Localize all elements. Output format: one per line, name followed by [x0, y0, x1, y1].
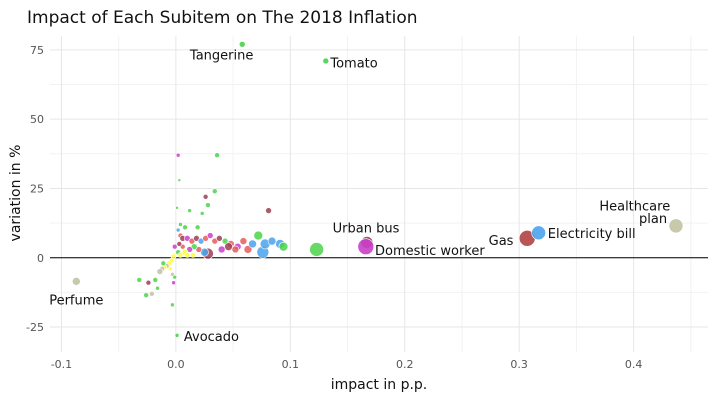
scatter-point — [184, 252, 191, 258]
scatter-point — [199, 211, 205, 216]
scatter-point — [278, 241, 289, 252]
scatter-point — [231, 245, 240, 254]
point-annotation: plan — [639, 212, 667, 227]
scatter-point — [170, 253, 177, 260]
labeled-points — [72, 41, 684, 338]
scatter-point — [156, 268, 164, 275]
point-annotation: Electricity bill — [548, 227, 636, 242]
labeled-scatter-point — [357, 238, 375, 255]
scatter-point — [187, 208, 192, 213]
scatter-point — [206, 232, 214, 239]
x-axis-ticks: -0.1 0.0 0.1 0.2 0.3 0.4 — [51, 358, 643, 371]
scatter-point — [194, 224, 201, 231]
data-points — [136, 152, 324, 308]
major-gridlines — [50, 36, 708, 352]
point-annotation: Tomato — [329, 57, 377, 72]
scatter-point — [143, 292, 149, 298]
y-tick-label: 0 — [37, 252, 44, 265]
x-tick-label: -0.1 — [51, 358, 72, 371]
scatter-point — [309, 242, 324, 257]
chart-title: Impact of Each Subitem on The 2018 Infla… — [27, 8, 418, 28]
x-tick-label: 0.1 — [282, 358, 300, 371]
point-annotation: Urban bus — [333, 222, 400, 237]
labeled-scatter-point — [238, 41, 246, 48]
y-axis-ticks: -25 0 25 50 75 — [26, 44, 44, 334]
x-axis-title: impact in p.p. — [331, 377, 428, 393]
scatter-point — [155, 285, 160, 291]
point-annotation: Gas — [489, 234, 514, 249]
scatter-point — [170, 302, 175, 308]
scatter-point — [248, 239, 257, 249]
scatter-point — [178, 222, 183, 227]
point-annotation: Avocado — [184, 330, 239, 345]
scatter-point — [177, 252, 184, 258]
scatter-point — [214, 152, 220, 158]
point-annotation: Healthcare — [599, 199, 670, 214]
scatter-point — [216, 235, 223, 242]
labeled-scatter-point — [72, 277, 81, 286]
scatter-point — [265, 207, 272, 214]
y-tick-label: 75 — [30, 44, 44, 57]
point-annotation: Tangerine — [189, 48, 253, 63]
scatter-point — [190, 252, 196, 258]
scatter-point — [145, 279, 152, 286]
x-tick-label: 0.4 — [625, 358, 643, 371]
scatter-point — [253, 230, 264, 241]
labeled-scatter-point — [322, 57, 330, 65]
point-annotation: Perfume — [49, 294, 103, 309]
scatter-point — [202, 193, 209, 200]
scatter-point — [149, 290, 155, 297]
labeled-scatter-point — [668, 218, 684, 234]
scatter-point — [243, 245, 253, 254]
scatter-point — [217, 245, 226, 254]
y-axis-title: variation in % — [8, 145, 24, 242]
scatter-point — [171, 280, 176, 286]
scatter-point — [205, 202, 211, 208]
labeled-scatter-point — [531, 225, 546, 241]
scatter-point — [175, 152, 181, 158]
scatter-point — [136, 277, 143, 283]
scatter-point — [176, 241, 183, 247]
scatter-point — [239, 237, 248, 245]
scatter-point — [167, 266, 173, 272]
minor-gridlines — [50, 36, 708, 352]
scatter-point — [182, 224, 188, 231]
labeled-scatter-point — [174, 333, 180, 338]
x-tick-label: 0.3 — [510, 358, 528, 371]
scatter-point — [171, 243, 178, 250]
x-tick-label: 0.2 — [396, 358, 414, 371]
scatter-point — [224, 242, 233, 251]
scatter-point — [177, 178, 182, 182]
y-tick-label: -25 — [26, 321, 44, 334]
y-tick-label: 50 — [30, 113, 44, 126]
y-tick-label: 25 — [30, 182, 44, 195]
x-tick-label: 0.0 — [167, 358, 185, 371]
scatter-point — [267, 236, 277, 246]
scatter-point — [152, 277, 159, 283]
scatter-point — [175, 227, 181, 233]
scatter-point — [211, 188, 218, 195]
scatter-point — [175, 206, 179, 210]
point-annotation: Domestic worker — [375, 244, 485, 259]
scatter-point — [172, 274, 178, 280]
scatter-point — [160, 260, 167, 267]
